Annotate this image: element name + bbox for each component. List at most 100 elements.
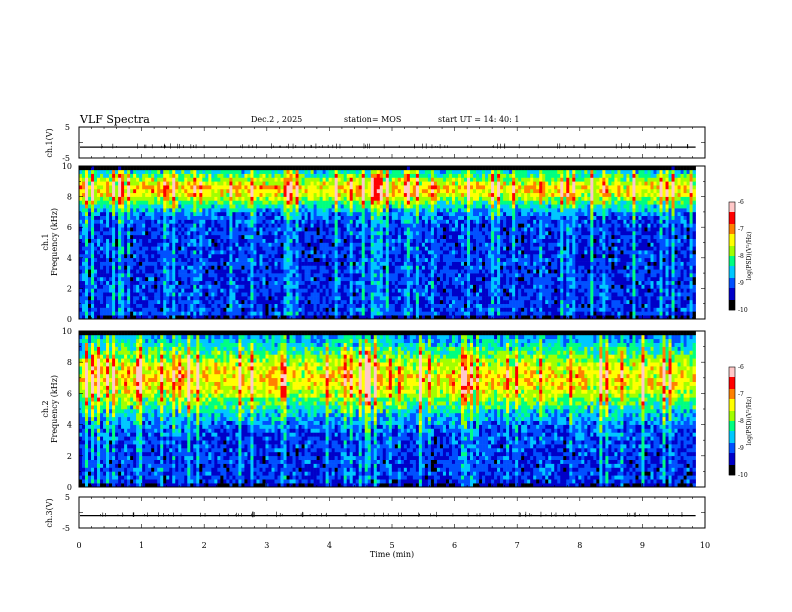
- spectrogram-cell: [244, 285, 247, 289]
- spectrogram-cell: [199, 181, 202, 185]
- spectrogram-cell: [124, 231, 127, 235]
- spectrogram-cell: [82, 288, 85, 292]
- spectrogram-cell: [374, 216, 377, 220]
- spectrogram-cell: [238, 296, 241, 300]
- spectrogram-cell: [136, 311, 139, 315]
- spectrogram-cell: [223, 235, 226, 239]
- spectrogram-cell: [386, 181, 389, 185]
- spectrogram-cell: [184, 311, 187, 315]
- spectrogram-cell: [434, 258, 437, 262]
- spectrogram-cell: [151, 308, 154, 312]
- spectrogram-cell: [181, 208, 184, 212]
- spectrogram-cell: [151, 177, 154, 181]
- spectrogram-cell: [130, 273, 133, 277]
- spectrogram-cell: [160, 193, 163, 197]
- spectrogram-cell: [109, 220, 112, 224]
- spectrogram-cell: [259, 208, 262, 212]
- spectrogram-cell: [389, 281, 392, 285]
- spectrogram-cell: [232, 189, 235, 193]
- spectrogram-cell: [214, 246, 217, 250]
- spectrogram-cell: [278, 304, 281, 308]
- spectrogram-cell: [434, 200, 437, 204]
- spectrogram-cell: [262, 288, 265, 292]
- spectrogram-cell: [362, 239, 365, 243]
- spectrogram-cell: [308, 174, 311, 178]
- spectrogram-cell: [341, 223, 344, 227]
- spectrogram-cell: [374, 208, 377, 212]
- spectrogram-cell: [434, 181, 437, 185]
- spectrogram-cell: [335, 200, 338, 204]
- spectrogram-cell: [121, 177, 124, 181]
- spectrogram-cell: [380, 273, 383, 277]
- spectrogram-cell: [359, 212, 362, 216]
- spectrogram-cell: [332, 231, 335, 235]
- spectrogram-cell: [238, 308, 241, 312]
- spectrogram-cell: [244, 177, 247, 181]
- spectrogram-cell: [130, 288, 133, 292]
- spectrogram-cell: [94, 288, 97, 292]
- spectrogram-cell: [130, 262, 133, 266]
- spectrogram-cell: [422, 311, 425, 315]
- spectrogram-cell: [139, 174, 142, 178]
- spectrogram-cell: [205, 258, 208, 262]
- spectrogram-cell: [193, 296, 196, 300]
- spectrogram-cell: [416, 170, 419, 174]
- spectrogram-cell: [193, 223, 196, 227]
- spectrogram-cell: [139, 262, 142, 266]
- spectrogram-cell: [413, 288, 416, 292]
- spectrogram-cell: [374, 220, 377, 224]
- spectrogram-cell: [359, 204, 362, 208]
- spectrogram-cell: [299, 269, 302, 273]
- spectrogram-cell: [250, 296, 253, 300]
- spectrogram-cell: [172, 177, 175, 181]
- spectrogram-cell: [205, 296, 208, 300]
- spectrogram-cell: [347, 223, 350, 227]
- spectrogram-cell: [356, 308, 359, 312]
- spectrogram-cell: [112, 243, 115, 247]
- spectrogram-cell: [106, 265, 109, 269]
- spectrogram-cell: [208, 258, 211, 262]
- spectrogram-cell: [413, 212, 416, 216]
- spectrogram-cell: [157, 262, 160, 266]
- spectrogram-cell: [121, 239, 124, 243]
- spectrogram-cell: [145, 243, 148, 247]
- spectrogram-cell: [223, 296, 226, 300]
- spectrogram-cell: [142, 185, 145, 189]
- spectrogram-cell: [112, 300, 115, 304]
- spectrogram-cell: [332, 250, 335, 254]
- spectrogram-cell: [262, 243, 265, 247]
- spectrogram-cell: [392, 254, 395, 258]
- spectrogram-cell: [296, 258, 299, 262]
- spectrogram-cell: [374, 227, 377, 231]
- spectrogram-cell: [142, 258, 145, 262]
- spectrogram-cell: [244, 254, 247, 258]
- spectrogram-cell: [235, 204, 238, 208]
- spectrogram-cell: [145, 177, 148, 181]
- spectrogram-cell: [109, 273, 112, 277]
- spectrogram-cell: [389, 277, 392, 281]
- spectrogram-cell: [85, 292, 88, 296]
- spectrogram-cell: [214, 174, 217, 178]
- spectrogram-cell: [428, 285, 431, 289]
- spectrogram-cell: [392, 288, 395, 292]
- spectrogram-cell: [344, 246, 347, 250]
- spectrogram-cell: [305, 250, 308, 254]
- spectrogram-cell: [275, 197, 278, 201]
- spectrogram-cell: [389, 193, 392, 197]
- spectrogram-cell: [437, 285, 440, 289]
- spectrogram-cell: [160, 262, 163, 266]
- spectrogram-cell: [317, 181, 320, 185]
- spectrogram-cell: [398, 231, 401, 235]
- spectrogram-cell: [371, 197, 374, 201]
- spectrogram-cell: [359, 181, 362, 185]
- spectrogram-cell: [377, 204, 380, 208]
- spectrogram-cell: [268, 265, 271, 269]
- spectrogram-cell: [124, 227, 127, 231]
- spectrogram-cell: [371, 308, 374, 312]
- spectrogram-cell: [431, 231, 434, 235]
- spectrogram-cell: [425, 223, 428, 227]
- spectrogram-cell: [383, 208, 386, 212]
- spectrogram-cell: [163, 265, 166, 269]
- spectrogram-cell: [136, 308, 139, 312]
- spectrogram-cell: [413, 227, 416, 231]
